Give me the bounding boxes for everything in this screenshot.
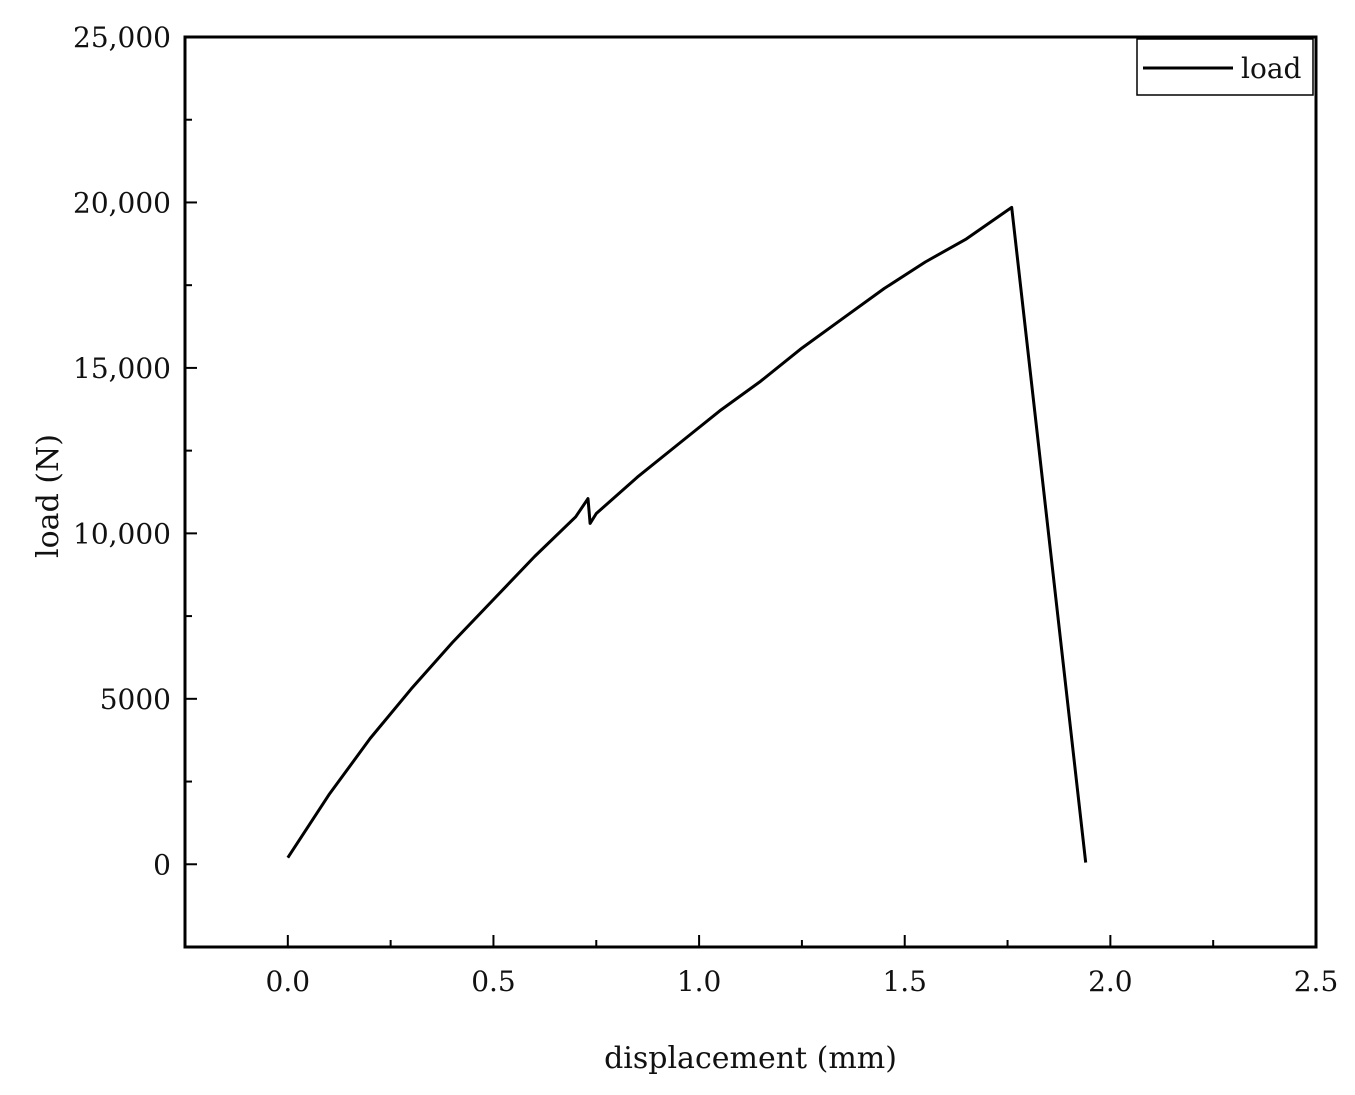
- y-axis-ticks: 0 5000 10,000 15,000 20,000 25,000: [73, 21, 197, 881]
- series-line-load: [286, 205, 1088, 863]
- legend-label-load: load: [1241, 52, 1302, 85]
- x-tick-label: 1.0: [677, 965, 722, 998]
- x-tick-label: 2.5: [1294, 965, 1339, 998]
- y-tick-label: 25,000: [73, 21, 171, 54]
- series-layer: [286, 205, 1088, 863]
- y-tick-label: 0: [153, 848, 171, 881]
- x-axis-title: displacement (mm): [604, 1041, 897, 1076]
- y-tick-label: 20,000: [73, 186, 171, 219]
- y-tick-label: 5000: [100, 683, 171, 716]
- y-axis-title: load (N): [31, 434, 66, 558]
- x-axis-ticks: 0.0 0.5 1.0 1.5 2.0 2.5: [266, 935, 1339, 998]
- y-tick-label: 10,000: [73, 517, 171, 550]
- x-tick-label: 0.0: [266, 965, 311, 998]
- legend: load: [1136, 38, 1314, 96]
- x-tick-label: 1.5: [882, 965, 927, 998]
- x-tick-label: 0.5: [471, 965, 516, 998]
- plot-frame: [183, 35, 1318, 949]
- y-tick-label: 15,000: [73, 352, 171, 385]
- x-tick-label: 2.0: [1088, 965, 1133, 998]
